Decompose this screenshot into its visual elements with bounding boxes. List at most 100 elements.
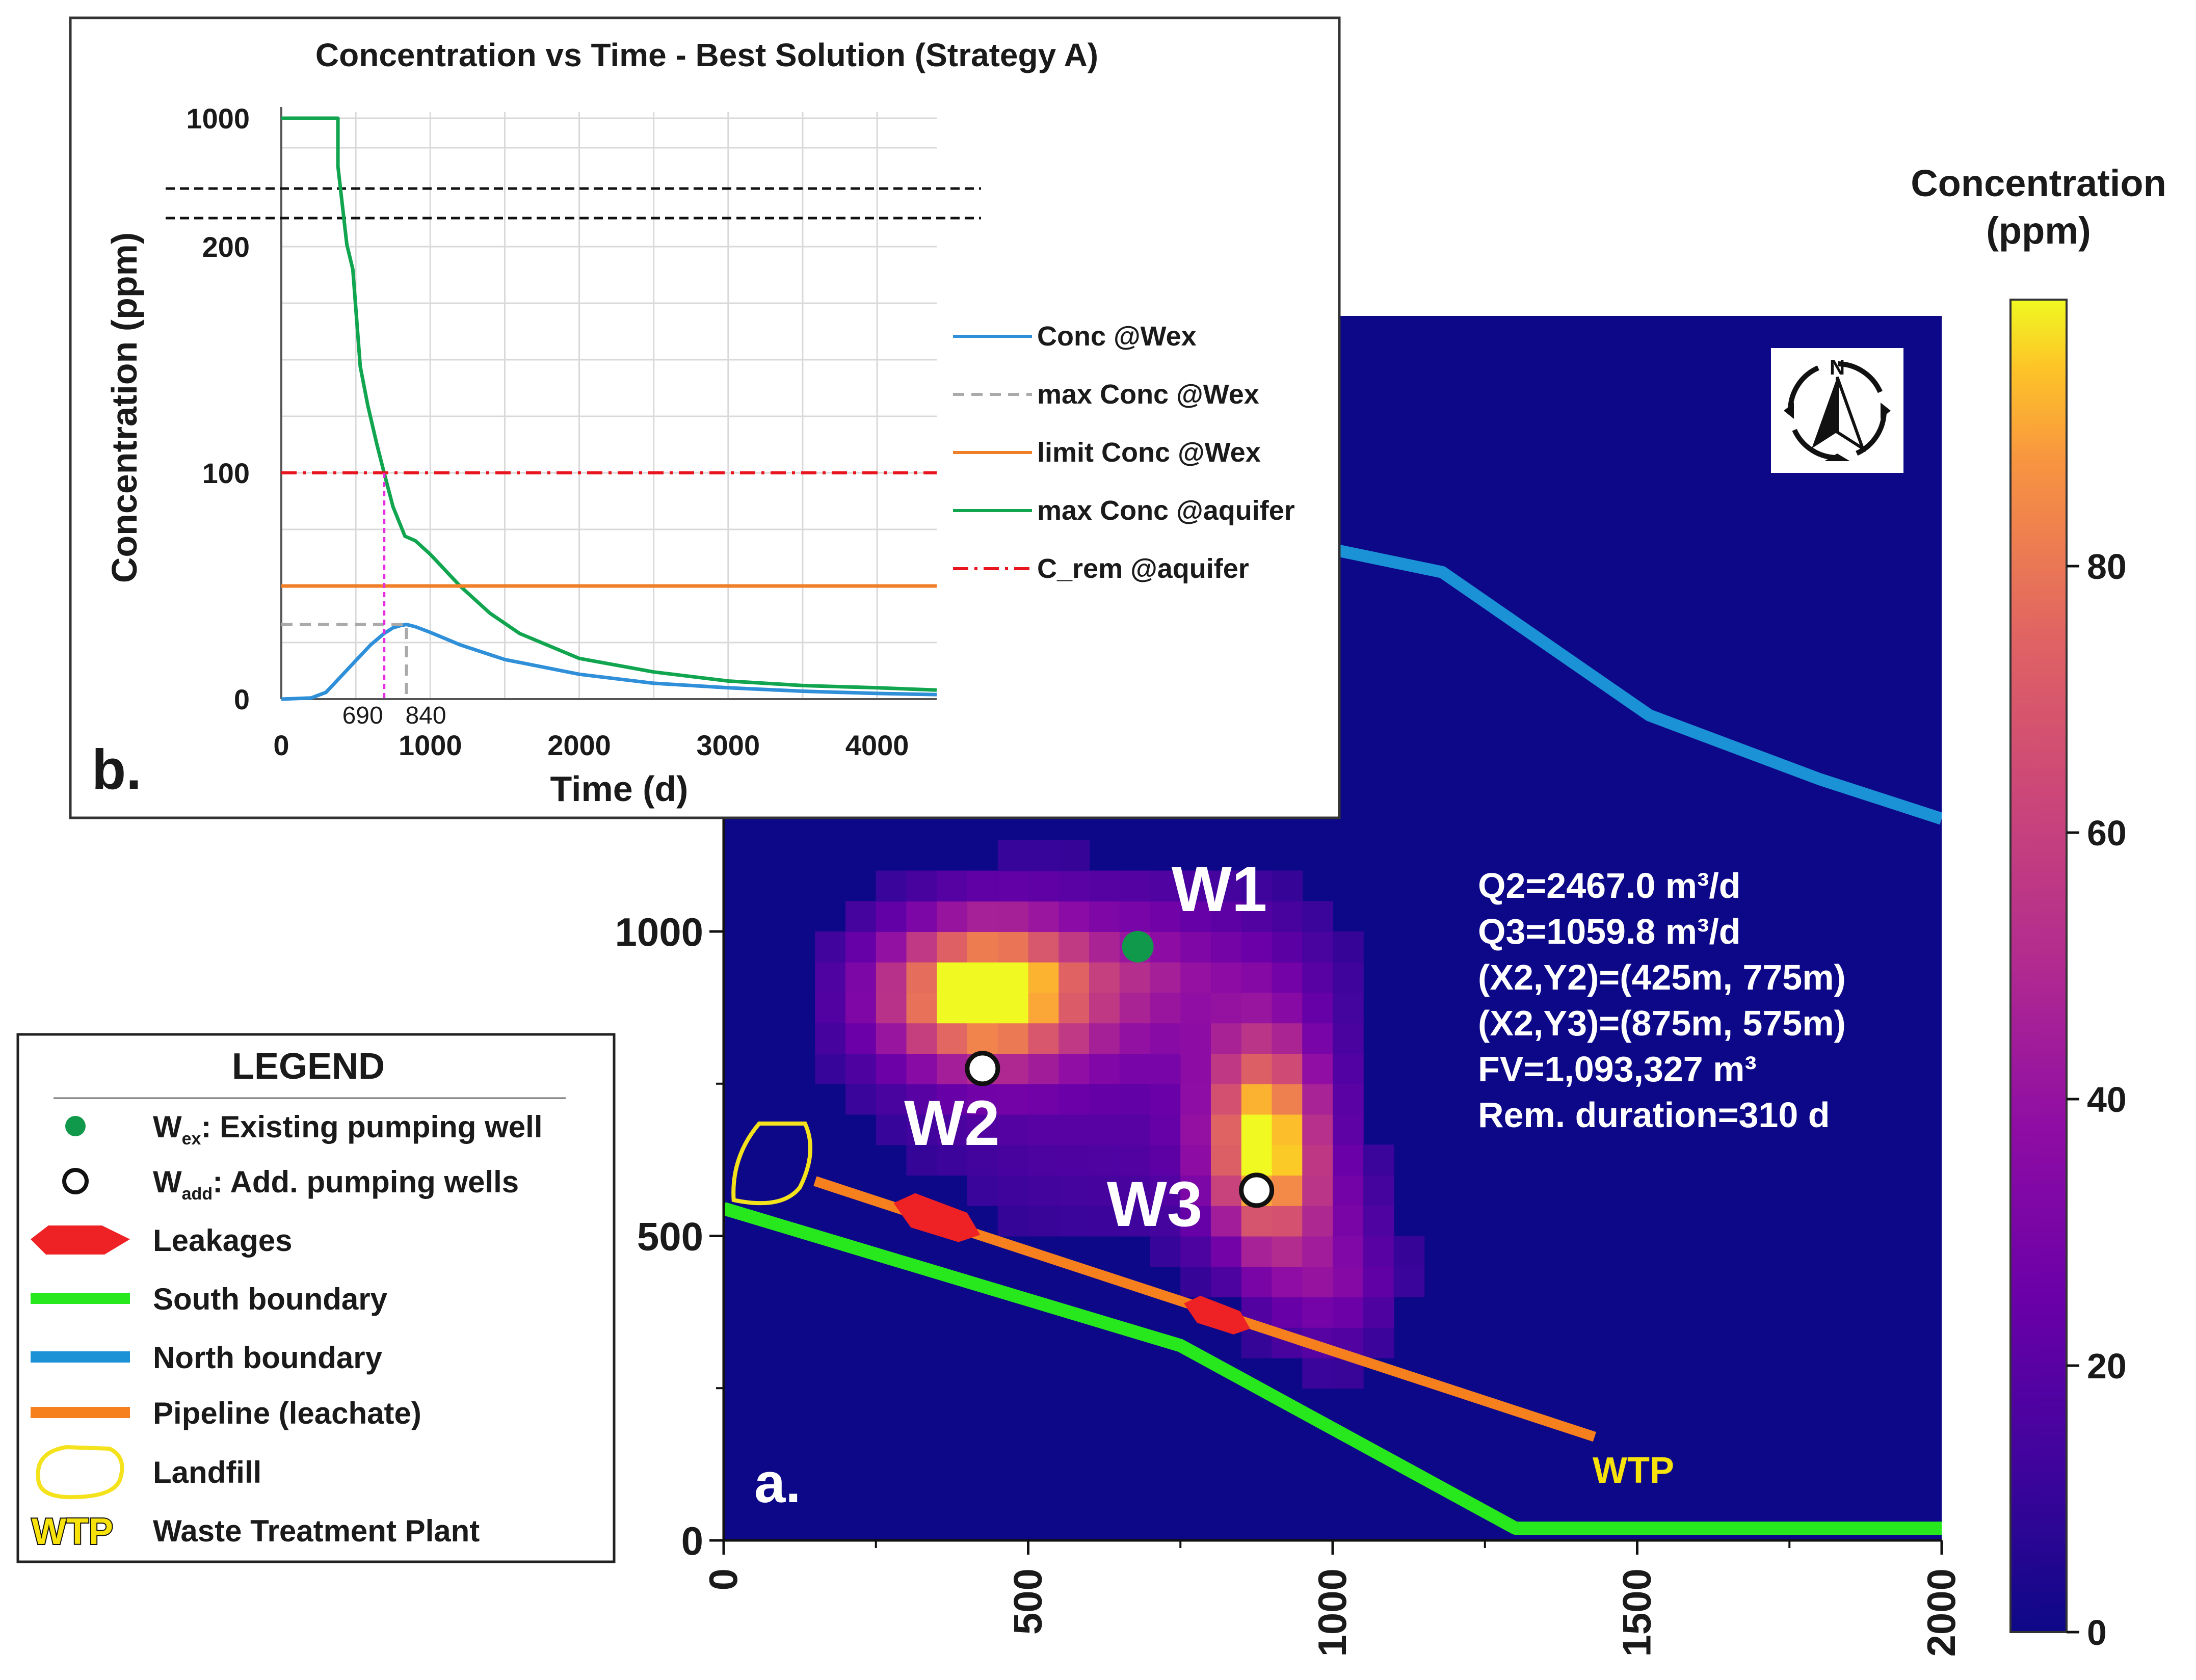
heat-cell bbox=[1241, 1144, 1273, 1176]
y-tick-label: 500 bbox=[637, 1214, 703, 1259]
heat-cell bbox=[937, 1144, 968, 1176]
heat-cell bbox=[1119, 1205, 1151, 1237]
heat-cell bbox=[1150, 1083, 1181, 1115]
chart-y-tick-label: 200 bbox=[202, 231, 250, 263]
heat-cell bbox=[967, 931, 998, 963]
heat-cell bbox=[1241, 1023, 1273, 1054]
heat-cell bbox=[967, 992, 998, 1024]
heat-cell bbox=[1241, 1236, 1273, 1267]
colorbar-ticks: 0 20 40 60 80 bbox=[2067, 547, 2127, 1652]
annotation-duration: Rem. duration=310 d bbox=[1478, 1095, 1830, 1135]
heat-cell bbox=[1028, 840, 1060, 871]
legend-item-existing-well: Wex: Existing pumping well bbox=[153, 1110, 543, 1149]
heat-cell bbox=[1059, 1053, 1090, 1084]
heat-cell bbox=[845, 1023, 877, 1054]
map-text: a. WTP Q2=2467.0 m³/d Q3=1059.8 m³/d (X2… bbox=[754, 854, 1846, 1514]
heat-cell bbox=[1363, 1327, 1394, 1358]
heat-cell bbox=[1150, 931, 1181, 963]
heat-cell bbox=[1302, 1236, 1333, 1267]
heat-cell bbox=[876, 1083, 907, 1115]
colorbar-tick-label: 60 bbox=[2087, 813, 2127, 853]
heat-cell bbox=[815, 992, 846, 1024]
series-line-conc-wex bbox=[281, 623, 937, 701]
heat-cell bbox=[1272, 1205, 1303, 1237]
heat-cell bbox=[1028, 1205, 1060, 1237]
heat-cell bbox=[1241, 962, 1273, 993]
heat-cell bbox=[1059, 1144, 1090, 1176]
heat-cell bbox=[1119, 901, 1151, 932]
heat-cell bbox=[845, 931, 877, 963]
heat-cell bbox=[906, 931, 938, 963]
heat-cell bbox=[1180, 1114, 1211, 1145]
legend-item-added-well: Wadd: Add. pumping wells bbox=[153, 1165, 519, 1204]
heat-cell bbox=[1211, 962, 1242, 993]
heat-cell bbox=[1059, 992, 1090, 1024]
heat-cell bbox=[1211, 1266, 1242, 1297]
x-axis-label: Time (d) bbox=[550, 769, 689, 809]
heat-cell bbox=[1241, 1114, 1273, 1145]
annotation-x2y3: (X2,Y3)=(875m, 575m) bbox=[1478, 1003, 1846, 1043]
legend-item-landfill: Landfill bbox=[153, 1455, 261, 1489]
chart-x-tick-label: 0 bbox=[273, 729, 289, 761]
heat-cell bbox=[906, 1083, 938, 1115]
legend-entry: limit Conc @Wex bbox=[1037, 437, 1261, 468]
y-axis-label: Concentration (ppm) bbox=[104, 232, 144, 583]
panel-b-label: b. bbox=[92, 738, 142, 801]
north-arrow-icon: N bbox=[1771, 348, 1903, 473]
heat-cell bbox=[1302, 1205, 1333, 1237]
heat-cell bbox=[1302, 962, 1333, 993]
map-axes: 0 500 1000 1500 2000 0 500 1000 bbox=[615, 316, 1964, 1657]
heat-cell bbox=[1211, 931, 1242, 963]
heat-cell bbox=[845, 901, 877, 932]
heat-cell bbox=[1272, 1297, 1303, 1328]
heat-cell bbox=[967, 1083, 998, 1115]
heat-cell bbox=[1180, 1236, 1211, 1267]
legend-item-pipeline: Pipeline (leachate) bbox=[153, 1396, 421, 1430]
heat-cell bbox=[1302, 1266, 1333, 1297]
colorbar-tick-label: 0 bbox=[2087, 1613, 2107, 1652]
existing-well-marker bbox=[1122, 930, 1154, 963]
heat-cell bbox=[997, 962, 1029, 993]
landfill-icon bbox=[36, 1445, 124, 1500]
heat-cell bbox=[1028, 992, 1060, 1024]
heat-cell bbox=[1180, 1023, 1211, 1054]
heat-cell bbox=[1180, 901, 1211, 932]
heat-cell bbox=[1241, 1205, 1273, 1237]
heat-cell bbox=[1393, 1236, 1425, 1267]
heat-cell bbox=[1150, 992, 1181, 1024]
heat-cell bbox=[1272, 931, 1303, 963]
heat-cell bbox=[1059, 1205, 1090, 1237]
x-tick-label: 2000 bbox=[1919, 1568, 1964, 1657]
heat-cell bbox=[1180, 962, 1211, 993]
heat-cell bbox=[1028, 1175, 1060, 1206]
panel-b-frame bbox=[69, 16, 1341, 819]
heat-cell bbox=[1059, 1083, 1090, 1115]
heat-cell bbox=[1059, 870, 1090, 902]
colorbar-tick-label: 80 bbox=[2087, 547, 2127, 586]
heat-cell bbox=[1333, 1266, 1364, 1297]
heat-cell bbox=[1180, 1205, 1211, 1237]
heat-cell bbox=[1119, 1144, 1151, 1176]
heat-cell bbox=[1089, 901, 1120, 932]
legend-item-south-boundary: South boundary bbox=[153, 1282, 388, 1316]
chart-x-tick-label: 3000 bbox=[697, 729, 760, 761]
heat-cell bbox=[1028, 1053, 1060, 1084]
heat-cell bbox=[1059, 931, 1090, 963]
marker-label-690: 690 bbox=[342, 702, 383, 729]
heat-cell bbox=[937, 1053, 968, 1084]
heat-cell bbox=[997, 840, 1029, 871]
chart-ticks: 0 100 200 1000 0 1000 2000 3000 4000 bbox=[166, 102, 981, 761]
heat-cell bbox=[1302, 1023, 1333, 1054]
series-line-max-conc-wex bbox=[281, 623, 408, 699]
heat-cell bbox=[815, 962, 846, 993]
heat-cell bbox=[1272, 1023, 1303, 1054]
heat-cell bbox=[937, 901, 968, 932]
heat-cell bbox=[1302, 1053, 1333, 1084]
heat-cell bbox=[1241, 931, 1273, 963]
chart-x-tick-label: 1000 bbox=[399, 729, 462, 761]
heat-cell bbox=[1089, 1083, 1120, 1115]
heat-cell bbox=[876, 870, 907, 902]
heat-cell bbox=[906, 901, 938, 932]
heat-cell bbox=[1150, 1023, 1181, 1054]
heat-cell bbox=[1180, 931, 1211, 963]
